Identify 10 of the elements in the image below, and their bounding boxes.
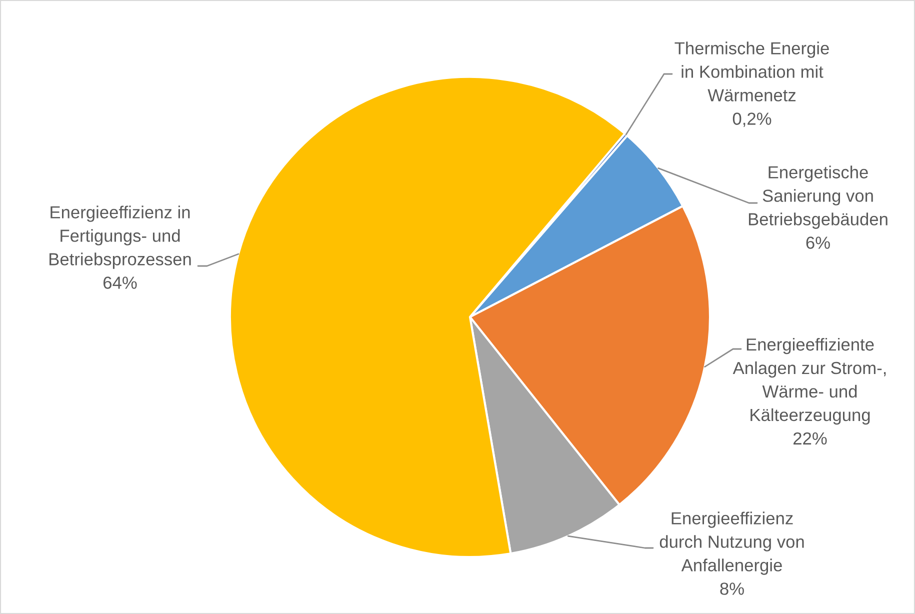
slice-label: Energieeffiziente Anlagen zur Strom-, Wärme- und Kälteerzeugung xyxy=(732,338,886,425)
slice-label: Energieeffizienz durch Nutzung von Anfallenergie xyxy=(660,512,804,575)
data-label: 0,2% xyxy=(732,112,772,127)
data-label: 6% xyxy=(806,236,830,249)
slice-label: Thermische Energie in Kombination mit Wärmenetz xyxy=(674,42,829,102)
data-label: 8% xyxy=(720,582,744,595)
data-label: 64% xyxy=(104,276,137,289)
slice-label: Energieeffizienz in Fertigungs- und Betriebsprozessen xyxy=(50,206,191,269)
slice-label: Energetische Sanierung von Betriebsgebäuden xyxy=(748,166,888,229)
data-label: 22% xyxy=(794,432,827,445)
